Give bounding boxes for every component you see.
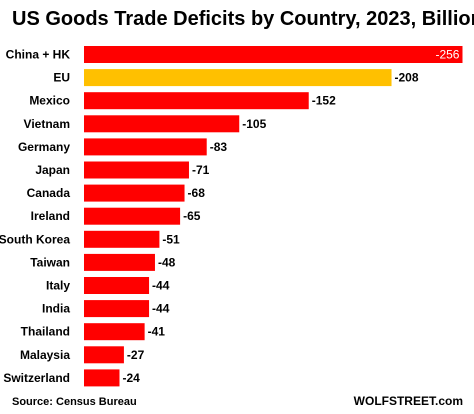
bar <box>84 115 240 133</box>
bar <box>84 277 150 294</box>
bar <box>84 69 392 87</box>
data-label: -24 <box>122 371 140 385</box>
source-note: Source: Census Bureau <box>12 396 137 408</box>
data-label: -44 <box>152 302 170 316</box>
data-label: -51 <box>162 232 180 246</box>
data-label: -83 <box>210 140 228 154</box>
category-label: Thailand <box>21 325 70 339</box>
chart-title: US Goods Trade Deficits by Country, 2023… <box>12 8 474 30</box>
bar <box>84 323 145 341</box>
category-label: Japan <box>35 163 70 177</box>
category-label: India <box>42 302 70 316</box>
bar <box>84 253 155 271</box>
category-label: Canada <box>27 186 71 200</box>
category-label: Ireland <box>31 209 70 223</box>
data-label: -256 <box>435 48 459 62</box>
data-label: -68 <box>188 186 206 200</box>
bar <box>84 230 160 248</box>
bar <box>84 346 124 364</box>
brand-logo-text: WOLFSTREET.com <box>354 394 463 408</box>
category-label: Italy <box>46 279 70 293</box>
data-label: -44 <box>152 279 170 293</box>
data-label: -152 <box>312 94 336 108</box>
bar <box>84 138 207 156</box>
data-label: -208 <box>395 71 419 85</box>
category-label: South Korea <box>0 232 70 246</box>
data-label: -71 <box>192 163 210 177</box>
category-label: Germany <box>18 140 70 154</box>
category-label: Taiwan <box>30 255 70 269</box>
bar <box>84 161 189 179</box>
bar <box>84 369 120 387</box>
bar <box>84 46 463 63</box>
bars-group: China + HK -256 EU -208 Mexico -152 Vietnam -10… <box>0 46 463 387</box>
bar <box>84 300 150 318</box>
data-label: -48 <box>158 255 176 269</box>
bar <box>84 207 181 225</box>
category-label: Mexico <box>29 94 70 108</box>
data-label: -65 <box>183 209 201 223</box>
data-label: -105 <box>242 117 266 131</box>
bar <box>84 92 309 110</box>
bar <box>84 184 185 202</box>
data-label: -27 <box>127 348 145 362</box>
category-label: China + HK <box>6 48 71 62</box>
category-label: Switzerland <box>3 371 70 385</box>
category-label: Vietnam <box>24 117 70 131</box>
category-label: EU <box>53 71 70 85</box>
data-label: -41 <box>148 325 166 339</box>
category-label: Malaysia <box>20 348 70 362</box>
